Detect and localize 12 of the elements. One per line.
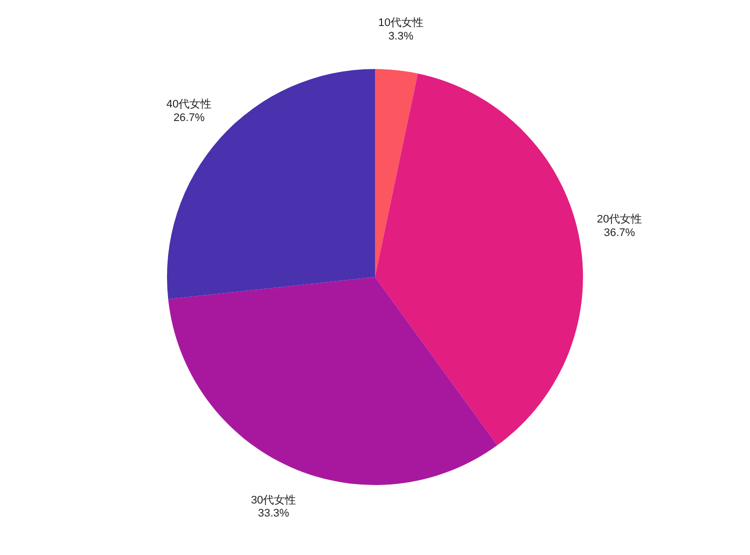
data-label: 36.7% xyxy=(604,226,636,239)
data-label: 33.3% xyxy=(258,507,290,520)
data-label: 26.7% xyxy=(173,112,205,124)
slice-label: 20代女性 xyxy=(596,214,642,226)
pie-slice xyxy=(168,277,498,485)
slice-label: 10代女性 xyxy=(378,17,424,30)
pie-slice xyxy=(375,73,583,446)
pie-slice xyxy=(375,69,418,277)
data-label: 3.3% xyxy=(388,30,414,42)
pie-slice xyxy=(167,69,375,300)
slice-label: 40代女性 xyxy=(166,98,212,111)
slice-label: 30代女性 xyxy=(250,494,296,506)
